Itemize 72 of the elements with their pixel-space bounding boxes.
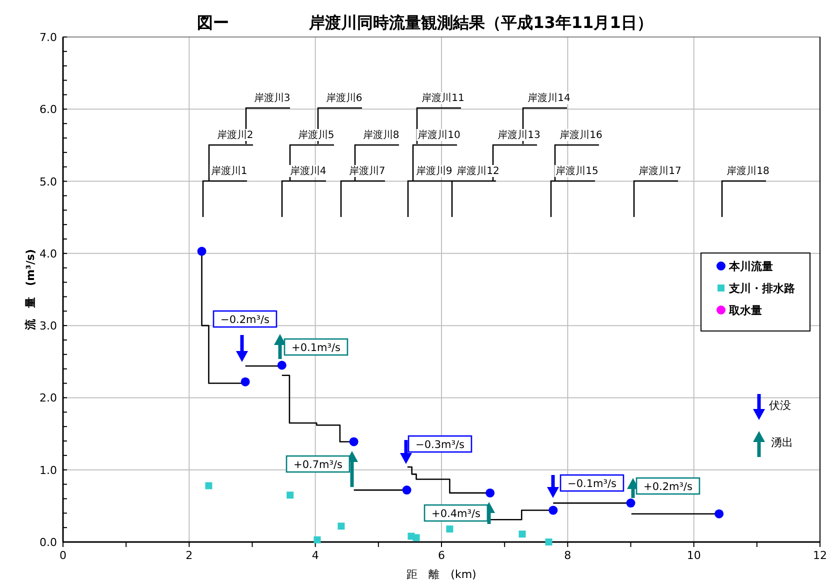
tributary-label: 岸渡川13 [496, 129, 542, 141]
y-tick-label: 0.0 [40, 536, 57, 549]
tributary-label: 岸渡川14 [526, 92, 572, 104]
annotation: −0.2m³/s [220, 314, 270, 326]
x-tick-label: 6 [438, 549, 445, 562]
tributary-label: 岸渡川5 [296, 129, 336, 141]
x-tick-label: 2 [186, 549, 193, 562]
point [402, 486, 412, 495]
label-box: +0.4m³/s [424, 504, 488, 522]
point [197, 246, 206, 256]
tributary-label: 岸渡川9 [414, 165, 454, 177]
point [518, 530, 526, 538]
label-box: −0.3m³/s [408, 435, 472, 453]
point [545, 538, 552, 546]
point [626, 498, 636, 508]
y-axis-title: 流 量 (m³/s) [24, 249, 37, 331]
point [338, 522, 345, 530]
point [486, 488, 495, 498]
tributary-label: 岸渡川16 [558, 129, 604, 141]
x-tick-label: 0 [60, 549, 66, 562]
legend-label: 支川・排水路 [728, 282, 795, 295]
label-box: −0.1m³/s [560, 474, 624, 492]
y-tick-label: 7.0 [40, 31, 57, 44]
label-box: −0.2m³/s [212, 310, 278, 328]
chart-title: 図ー 岸渡川同時流量観測結果（平成13年11月1日） [197, 13, 653, 32]
tributary-label: 岸渡川1 [210, 165, 248, 177]
legend-label: 本川流量 [728, 260, 773, 273]
y-tick-label: 5.0 [40, 175, 57, 188]
point [412, 534, 420, 542]
tributary-label: 岸渡川7 [348, 165, 386, 177]
tributary-label: 岸渡川2 [216, 129, 254, 141]
x-axis-title: 距 離 (km) [406, 568, 476, 581]
label-box: +0.2m³/s [636, 477, 700, 495]
point [286, 492, 294, 499]
legend-label: 取水量 [728, 304, 762, 317]
x-tick-label: 12 [813, 549, 827, 562]
point [205, 482, 212, 490]
y-tick-label: 1.0 [40, 464, 57, 477]
annotation: −0.3m³/s [416, 439, 464, 451]
tributary-label: 岸渡川17 [638, 165, 682, 177]
tributary-label: 岸渡川10 [416, 129, 462, 141]
annotation: +0.2m³/s [644, 481, 692, 493]
y-tick-label: 6.0 [40, 103, 57, 116]
point [446, 526, 454, 533]
annotation: −0.1m³/s [568, 478, 616, 490]
point [314, 536, 321, 544]
point [277, 360, 286, 370]
annotation: +0.7m³/s [294, 459, 342, 471]
x-tick-label: 4 [312, 549, 319, 562]
point [240, 377, 250, 386]
point [548, 506, 558, 515]
label-box: +0.7m³/s [286, 455, 350, 473]
annotation: 伏没 [769, 399, 791, 412]
tributary-label: 岸渡川15 [554, 165, 600, 177]
y-tick-label: 2.0 [40, 392, 57, 405]
tributary-label: 岸渡川12 [456, 165, 500, 177]
point [714, 509, 724, 518]
annotation: 湧出 [771, 436, 793, 449]
tributary-label: 岸渡川18 [726, 165, 770, 177]
point [349, 437, 358, 446]
y-tick-label: 3.0 [40, 320, 57, 333]
tributary-label: 岸渡川11 [420, 92, 466, 104]
x-tick-label: 10 [686, 549, 701, 562]
tributary-label: 岸渡川6 [324, 92, 364, 104]
label-box: +0.1m³/s [284, 338, 348, 356]
tributary-label: 岸渡川4 [288, 165, 328, 177]
y-tick-label: 4.0 [40, 247, 57, 260]
x-tick-label: 8 [564, 549, 572, 562]
annotation: +0.4m³/s [432, 508, 480, 520]
tributary-label: 岸渡川3 [252, 92, 292, 104]
tributary-label: 岸渡川8 [362, 129, 400, 141]
annotation: +0.1m³/s [292, 342, 340, 354]
